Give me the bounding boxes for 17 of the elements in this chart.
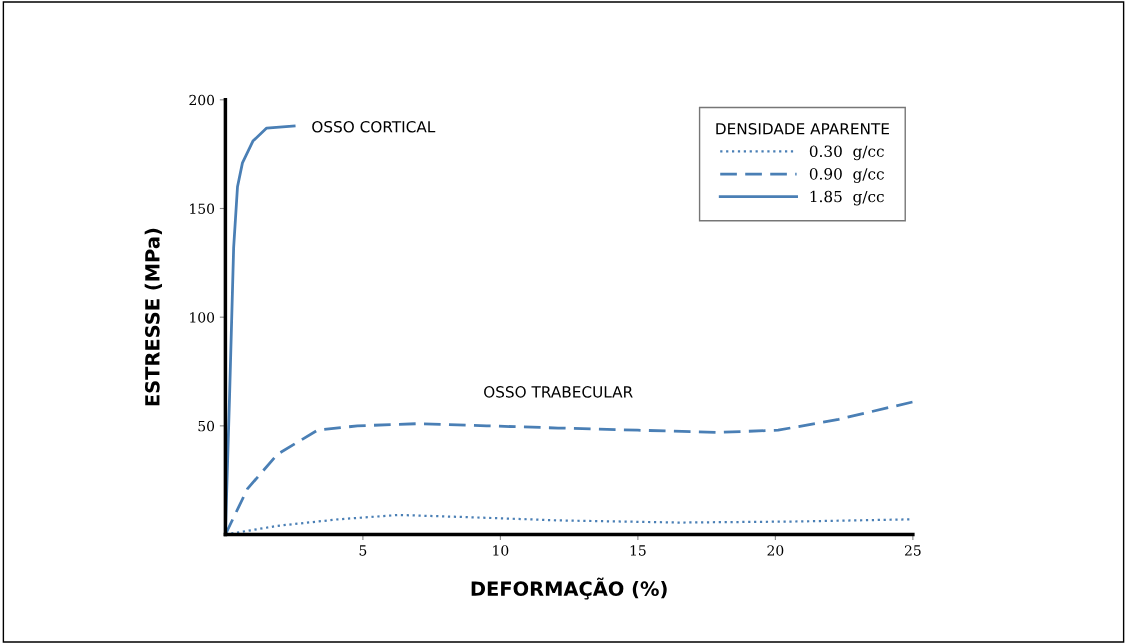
legend-label: 0.90 g/cc xyxy=(809,168,884,183)
y-tick-label: 150 xyxy=(190,203,215,214)
x-tick-label: 10 xyxy=(493,545,509,556)
x-tick-label: 5 xyxy=(359,545,367,556)
y-tick-label: 50 xyxy=(198,420,215,432)
y-axis-title: ESTRESSE (MPa) xyxy=(144,228,162,406)
x-tick-label: 15 xyxy=(630,545,646,556)
x-axis-title: DEFORMAÇÃO (%) xyxy=(471,577,667,600)
legend-label: 0.30 g/cc xyxy=(809,145,884,161)
legend-title: DENSIDADE APARENTE xyxy=(716,123,889,135)
x-tick-label: 25 xyxy=(904,545,921,556)
y-tick-label: 200 xyxy=(189,94,215,106)
annotation: OSSO CORTICAL xyxy=(312,120,436,133)
legend-label: 1.85 g/cc xyxy=(810,190,884,206)
x-tick-label: 20 xyxy=(767,545,784,556)
annotation: OSSO TRABECULAR xyxy=(484,386,633,398)
y-tick-label: 100 xyxy=(190,312,215,323)
